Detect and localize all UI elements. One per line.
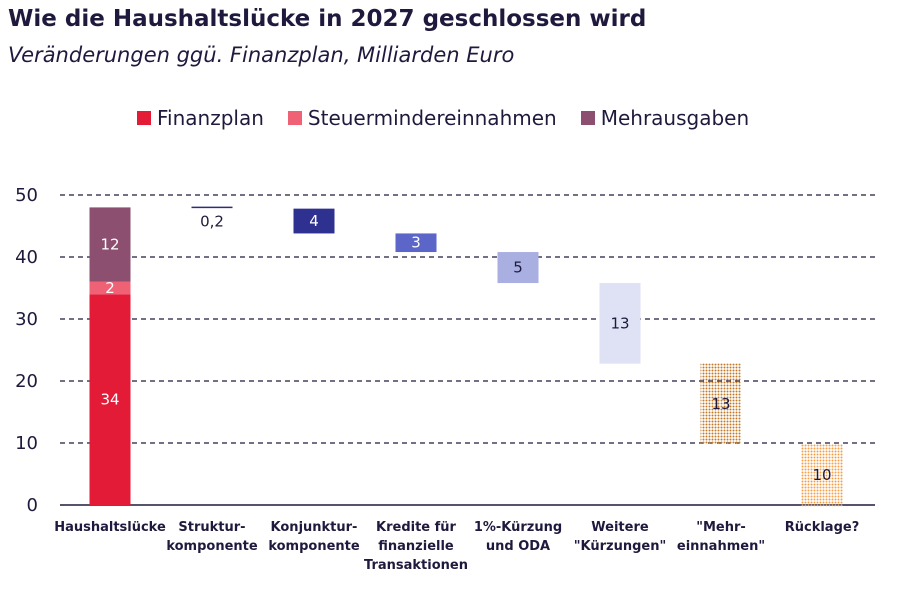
data-label: 13 [711, 395, 730, 413]
data-label: 12 [100, 236, 119, 254]
legend-swatch-finanzplan [137, 111, 151, 125]
legend-label-steuermindereinnahmen: Steuermindereinnahmen [307, 106, 557, 130]
bar-step [599, 283, 641, 364]
bar-step [801, 444, 843, 507]
y-tick-label: 0 [27, 495, 38, 516]
x-tick-label: "Mehr-einnahmen" [677, 520, 765, 554]
y-tick-label: 40 [15, 247, 38, 268]
bar-step [395, 233, 437, 253]
x-tick-label: Rücklage? [785, 520, 860, 535]
y-tick-label: 30 [15, 309, 38, 330]
data-label: 34 [100, 391, 119, 409]
x-tick-label: Struktur-komponente [166, 520, 258, 554]
data-label: 5 [513, 259, 523, 277]
legend-item-steuermindereinnahmen: Steuermindereinnahmen [287, 106, 557, 130]
x-tick-label: Konjunktur-komponente [268, 520, 360, 554]
bar-step [293, 208, 335, 234]
legend-item-finanzplan: Finanzplan [137, 106, 264, 130]
y-tick-label: 10 [15, 433, 38, 454]
data-label: 13 [610, 314, 629, 332]
legend-swatch-steuermindereinnahmen [287, 111, 302, 125]
y-tick-label: 20 [15, 371, 38, 392]
data-label: 0,2 [200, 212, 224, 230]
legend-swatch-mehrausgaben [580, 111, 595, 125]
bar-segment [89, 207, 131, 282]
x-tick-label: Weitere "Kürzungen" [574, 520, 667, 554]
x-tick-label: Haushaltslücke [54, 520, 166, 535]
legend-label-mehrausgaben: Mehrausgaben [600, 106, 750, 130]
chart-title: Wie die Haushaltslücke in 2027 geschloss… [8, 6, 647, 32]
legend: Finanzplan Steuermindereinnahmen Mehraus… [137, 106, 773, 130]
data-label: 3 [411, 234, 421, 252]
bar-step [497, 252, 539, 284]
y-tick-label: 50 [15, 185, 38, 206]
x-tick-label: Kredite für finanzielle Transaktionen [364, 520, 468, 573]
bar-step [700, 363, 742, 445]
bar-segment [89, 294, 131, 505]
data-label: 4 [309, 212, 319, 230]
data-label: 2 [105, 279, 115, 297]
x-tick-label: 1%-Kürzung und ODA [474, 520, 562, 554]
legend-item-mehrausgaben: Mehrausgaben [580, 106, 750, 130]
chart-subtitle: Veränderungen ggü. Finanzplan, Milliarde… [8, 43, 515, 67]
bar-segment [89, 281, 131, 295]
data-label: 10 [812, 466, 831, 484]
legend-label-finanzplan: Finanzplan [157, 106, 264, 130]
